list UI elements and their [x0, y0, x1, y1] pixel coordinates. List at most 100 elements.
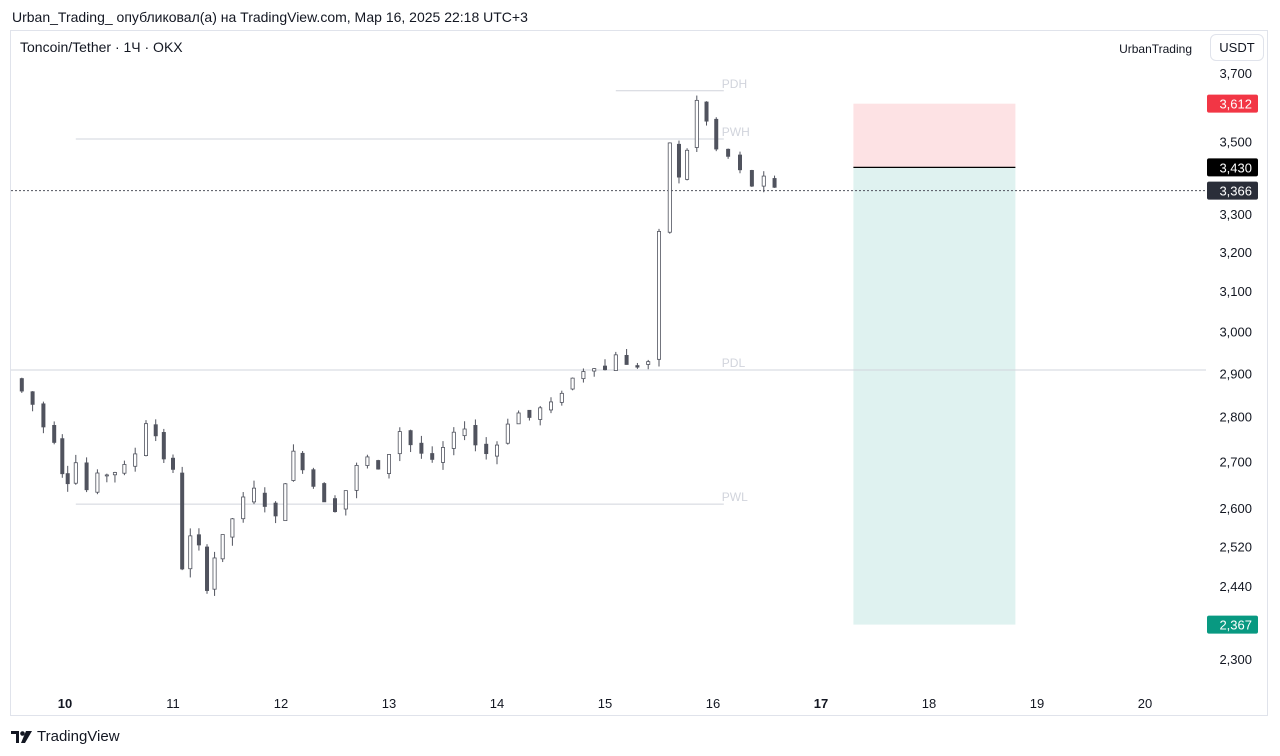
candle-body — [738, 154, 743, 171]
x-tick-label: 18 — [922, 696, 936, 711]
y-tick-label: 2,800 — [1219, 410, 1252, 425]
y-tick-label: 2,300 — [1219, 652, 1252, 667]
candle-body — [624, 354, 629, 365]
candle — [538, 405, 543, 426]
author-label: UrbanTrading — [1119, 42, 1192, 56]
candle — [667, 142, 672, 234]
candle — [549, 397, 554, 414]
candle-body — [133, 453, 138, 467]
candle — [603, 359, 608, 371]
candle — [161, 428, 166, 463]
current-price-tag-bg — [1207, 181, 1258, 200]
candle-body — [365, 456, 370, 466]
candle-body — [505, 423, 510, 444]
candle — [52, 421, 57, 445]
candle — [143, 420, 148, 457]
candle-body — [122, 464, 127, 474]
candle-body — [581, 371, 586, 380]
candle — [527, 409, 532, 421]
candle-body — [726, 148, 731, 157]
candle — [685, 148, 690, 181]
x-tick-label: 17 — [814, 696, 828, 711]
y-tick-label: 2,520 — [1219, 539, 1252, 554]
candle-body — [761, 175, 766, 187]
candle-body — [153, 424, 158, 437]
candle — [419, 435, 424, 459]
candle — [624, 349, 629, 365]
candle-body — [41, 403, 46, 428]
candle-body — [343, 490, 348, 510]
candle — [283, 483, 288, 522]
candle-body — [694, 99, 699, 148]
candle — [592, 368, 597, 377]
candle — [376, 459, 381, 470]
candle-body — [30, 391, 35, 405]
published-by-text: Urban_Trading_ опубликовал(а) на Trading… — [12, 9, 528, 25]
candle-body — [430, 453, 435, 460]
candle — [694, 95, 699, 152]
y-tick-label: 3,200 — [1219, 245, 1252, 260]
candle — [133, 447, 138, 472]
candle-body — [376, 460, 381, 470]
candle — [73, 454, 78, 485]
candle-body — [104, 474, 109, 477]
candle-body — [65, 473, 70, 485]
candle — [322, 482, 327, 503]
candle-body — [73, 462, 78, 484]
candle-body — [143, 423, 148, 456]
candle-body — [311, 469, 316, 487]
candle — [365, 454, 370, 469]
currency-button[interactable]: USDT — [1210, 34, 1264, 61]
candle — [95, 469, 100, 495]
candle — [749, 169, 754, 188]
candle — [343, 490, 348, 516]
candle-body — [332, 498, 337, 513]
candle — [704, 101, 709, 126]
candle — [581, 368, 586, 383]
x-tick-label: 15 — [598, 696, 612, 711]
candles — [19, 95, 777, 596]
candle-body — [170, 457, 175, 470]
candle-body — [273, 502, 278, 517]
candle-body — [397, 431, 402, 455]
y-tick-label: 2,700 — [1219, 454, 1252, 469]
candle-body — [570, 377, 575, 390]
candle-body — [262, 492, 267, 507]
y-tick-label: 3,000 — [1219, 324, 1252, 339]
candle — [613, 351, 618, 372]
candle — [354, 462, 359, 499]
candle-body — [322, 483, 327, 503]
candle-body — [283, 483, 288, 522]
stop-zone — [853, 103, 1016, 168]
footer-brand[interactable]: TradingView — [11, 728, 120, 745]
target-price-tag-bg — [1207, 615, 1258, 634]
candle — [180, 466, 185, 571]
candle — [761, 171, 766, 193]
candle — [65, 465, 70, 492]
candle — [462, 421, 467, 441]
candle — [570, 377, 575, 391]
price-axis: 3,700 3,500 3,300 3,200 3,100 3,000 2,900 2,800… — [1219, 66, 1252, 667]
candle — [60, 434, 65, 478]
candle — [153, 419, 158, 442]
y-tick-label: 3,500 — [1219, 134, 1252, 149]
entry-price-tag-bg — [1207, 158, 1258, 177]
candle — [300, 451, 305, 474]
candle — [635, 362, 640, 369]
x-tick-label: 13 — [382, 696, 396, 711]
symbol-title[interactable]: Toncoin/Tether · 1Ч · OKX — [20, 39, 183, 55]
candle-body — [52, 424, 57, 443]
candle — [430, 446, 435, 463]
candle-body — [408, 430, 413, 446]
x-tick-label: 12 — [274, 696, 288, 711]
stop-price-tag-label: 3,612 — [1219, 97, 1252, 112]
candle-body — [212, 557, 217, 590]
candle-body — [473, 425, 478, 446]
candle-body — [559, 392, 564, 403]
candle — [205, 544, 210, 594]
candle-body — [484, 443, 489, 455]
time-axis: 10 11 12 13 14 15 16 17 18 19 20 — [58, 696, 1152, 711]
candle-body — [19, 378, 24, 392]
level-label-pdh: PDH — [722, 77, 747, 91]
